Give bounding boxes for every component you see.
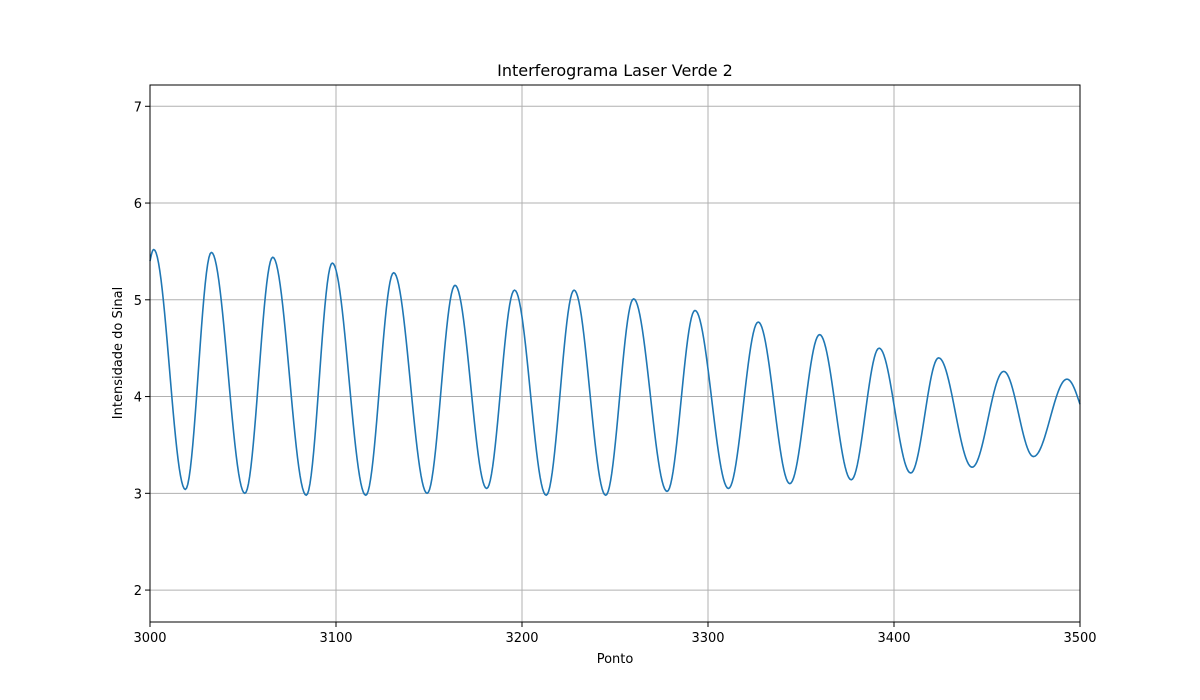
plot-frame <box>149 84 1081 623</box>
y-tick-label: 5 <box>134 294 142 309</box>
signal-line <box>149 248 1081 497</box>
y-tick-label: 3 <box>134 487 142 502</box>
y-tick-label: 6 <box>134 197 142 212</box>
x-axis-label: Ponto <box>597 652 634 667</box>
x-axis-ticks: 3000 3100 3200 3300 3400 3500 <box>133 622 1097 646</box>
y-tick-label: 4 <box>134 391 142 406</box>
x-tick-label: 3000 <box>133 631 166 646</box>
x-tick-label: 3400 <box>877 631 910 646</box>
y-tick-label: 7 <box>134 100 142 115</box>
chart-title: Interferograma Laser Verde 2 <box>497 61 733 80</box>
x-tick-label: 3100 <box>319 631 352 646</box>
x-tick-label: 3300 <box>691 631 724 646</box>
y-axis-ticks: 2 3 4 5 6 7 <box>134 100 150 599</box>
plot-area <box>150 85 1080 622</box>
y-tick-label: 2 <box>134 584 142 599</box>
y-axis-label: Intensidade do Sinal <box>111 287 126 419</box>
x-tick-label: 3200 <box>505 631 538 646</box>
x-tick-label: 3500 <box>1063 631 1096 646</box>
